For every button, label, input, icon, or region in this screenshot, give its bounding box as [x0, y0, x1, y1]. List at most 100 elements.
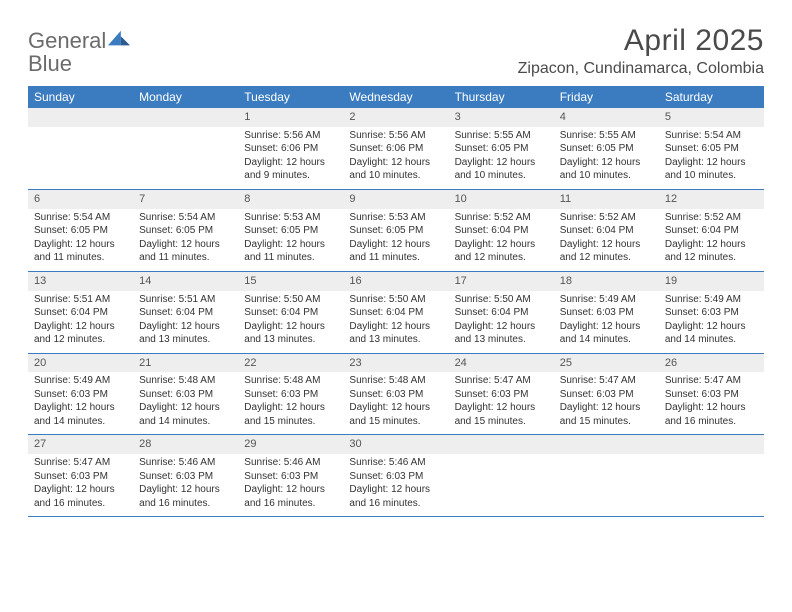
day-body: Sunrise: 5:53 AMSunset: 6:05 PMDaylight:… [343, 209, 448, 271]
sunrise-line: Sunrise: 5:47 AM [34, 456, 127, 470]
day-body: Sunrise: 5:50 AMSunset: 6:04 PMDaylight:… [343, 291, 448, 353]
daylight-line: Daylight: 12 hours and 11 minutes. [139, 238, 232, 265]
day-number: 22 [238, 354, 343, 373]
sunrise-line: Sunrise: 5:49 AM [34, 374, 127, 388]
sunset-line: Sunset: 6:03 PM [665, 306, 758, 320]
sunset-line: Sunset: 6:03 PM [244, 388, 337, 402]
day-number [659, 435, 764, 454]
day-number: 21 [133, 354, 238, 373]
sunset-line: Sunset: 6:03 PM [34, 470, 127, 484]
day-cell: 9Sunrise: 5:53 AMSunset: 6:05 PMDaylight… [343, 190, 448, 271]
sunset-line: Sunset: 6:04 PM [34, 306, 127, 320]
day-cell [133, 108, 238, 189]
day-cell: 20Sunrise: 5:49 AMSunset: 6:03 PMDayligh… [28, 354, 133, 435]
day-body: Sunrise: 5:47 AMSunset: 6:03 PMDaylight:… [28, 454, 133, 516]
sunrise-line: Sunrise: 5:47 AM [665, 374, 758, 388]
daylight-line: Daylight: 12 hours and 13 minutes. [455, 320, 548, 347]
day-body: Sunrise: 5:47 AMSunset: 6:03 PMDaylight:… [659, 372, 764, 434]
daylight-line: Daylight: 12 hours and 15 minutes. [244, 401, 337, 428]
sunrise-line: Sunrise: 5:52 AM [455, 211, 548, 225]
day-cell: 30Sunrise: 5:46 AMSunset: 6:03 PMDayligh… [343, 435, 448, 516]
day-cell [28, 108, 133, 189]
sunset-line: Sunset: 6:03 PM [139, 388, 232, 402]
header: General Blue April 2025 Zipacon, Cundina… [28, 24, 764, 78]
daylight-line: Daylight: 12 hours and 16 minutes. [665, 401, 758, 428]
week-row: 1Sunrise: 5:56 AMSunset: 6:06 PMDaylight… [28, 108, 764, 190]
day-number: 14 [133, 272, 238, 291]
week-row: 20Sunrise: 5:49 AMSunset: 6:03 PMDayligh… [28, 354, 764, 436]
daylight-line: Daylight: 12 hours and 11 minutes. [349, 238, 442, 265]
daylight-line: Daylight: 12 hours and 14 minutes. [34, 401, 127, 428]
day-number: 23 [343, 354, 448, 373]
sunset-line: Sunset: 6:03 PM [560, 306, 653, 320]
day-body: Sunrise: 5:47 AMSunset: 6:03 PMDaylight:… [554, 372, 659, 434]
sunset-line: Sunset: 6:03 PM [560, 388, 653, 402]
day-cell: 22Sunrise: 5:48 AMSunset: 6:03 PMDayligh… [238, 354, 343, 435]
day-number: 29 [238, 435, 343, 454]
day-body: Sunrise: 5:47 AMSunset: 6:03 PMDaylight:… [449, 372, 554, 434]
dow-cell: Saturday [659, 86, 764, 108]
daylight-line: Daylight: 12 hours and 13 minutes. [244, 320, 337, 347]
day-body: Sunrise: 5:54 AMSunset: 6:05 PMDaylight:… [659, 127, 764, 189]
day-cell: 18Sunrise: 5:49 AMSunset: 6:03 PMDayligh… [554, 272, 659, 353]
sunrise-line: Sunrise: 5:50 AM [349, 293, 442, 307]
daylight-line: Daylight: 12 hours and 10 minutes. [349, 156, 442, 183]
week-row: 27Sunrise: 5:47 AMSunset: 6:03 PMDayligh… [28, 435, 764, 517]
sunset-line: Sunset: 6:03 PM [349, 470, 442, 484]
sunrise-line: Sunrise: 5:53 AM [244, 211, 337, 225]
page: General Blue April 2025 Zipacon, Cundina… [0, 0, 792, 541]
day-body: Sunrise: 5:48 AMSunset: 6:03 PMDaylight:… [133, 372, 238, 434]
sunrise-line: Sunrise: 5:51 AM [34, 293, 127, 307]
daylight-line: Daylight: 12 hours and 16 minutes. [139, 483, 232, 510]
day-cell: 25Sunrise: 5:47 AMSunset: 6:03 PMDayligh… [554, 354, 659, 435]
sunrise-line: Sunrise: 5:46 AM [244, 456, 337, 470]
day-cell: 7Sunrise: 5:54 AMSunset: 6:05 PMDaylight… [133, 190, 238, 271]
dow-cell: Thursday [449, 86, 554, 108]
sunrise-line: Sunrise: 5:48 AM [349, 374, 442, 388]
sunset-line: Sunset: 6:04 PM [349, 306, 442, 320]
sunrise-line: Sunrise: 5:50 AM [244, 293, 337, 307]
day-number [449, 435, 554, 454]
daylight-line: Daylight: 12 hours and 15 minutes. [560, 401, 653, 428]
day-cell: 16Sunrise: 5:50 AMSunset: 6:04 PMDayligh… [343, 272, 448, 353]
day-number: 30 [343, 435, 448, 454]
sunset-line: Sunset: 6:04 PM [560, 224, 653, 238]
day-cell: 13Sunrise: 5:51 AMSunset: 6:04 PMDayligh… [28, 272, 133, 353]
day-number: 26 [659, 354, 764, 373]
sunrise-line: Sunrise: 5:49 AM [560, 293, 653, 307]
sunset-line: Sunset: 6:03 PM [455, 388, 548, 402]
sunrise-line: Sunrise: 5:47 AM [560, 374, 653, 388]
day-number: 7 [133, 190, 238, 209]
day-number: 15 [238, 272, 343, 291]
day-body: Sunrise: 5:53 AMSunset: 6:05 PMDaylight:… [238, 209, 343, 271]
logo-part2: Blue [28, 51, 72, 76]
day-body: Sunrise: 5:49 AMSunset: 6:03 PMDaylight:… [659, 291, 764, 353]
sunrise-line: Sunrise: 5:52 AM [665, 211, 758, 225]
day-number: 3 [449, 108, 554, 127]
day-cell: 4Sunrise: 5:55 AMSunset: 6:05 PMDaylight… [554, 108, 659, 189]
sunrise-line: Sunrise: 5:51 AM [139, 293, 232, 307]
daylight-line: Daylight: 12 hours and 12 minutes. [560, 238, 653, 265]
dow-cell: Wednesday [343, 86, 448, 108]
day-cell: 14Sunrise: 5:51 AMSunset: 6:04 PMDayligh… [133, 272, 238, 353]
sunrise-line: Sunrise: 5:56 AM [349, 129, 442, 143]
day-body: Sunrise: 5:51 AMSunset: 6:04 PMDaylight:… [133, 291, 238, 353]
sunset-line: Sunset: 6:04 PM [455, 306, 548, 320]
day-cell: 8Sunrise: 5:53 AMSunset: 6:05 PMDaylight… [238, 190, 343, 271]
day-number: 9 [343, 190, 448, 209]
sunrise-line: Sunrise: 5:48 AM [244, 374, 337, 388]
calendar: SundayMondayTuesdayWednesdayThursdayFrid… [28, 86, 764, 517]
daylight-line: Daylight: 12 hours and 14 minutes. [560, 320, 653, 347]
week-row: 6Sunrise: 5:54 AMSunset: 6:05 PMDaylight… [28, 190, 764, 272]
day-cell: 19Sunrise: 5:49 AMSunset: 6:03 PMDayligh… [659, 272, 764, 353]
day-cell: 2Sunrise: 5:56 AMSunset: 6:06 PMDaylight… [343, 108, 448, 189]
sunset-line: Sunset: 6:03 PM [139, 470, 232, 484]
day-number: 16 [343, 272, 448, 291]
daylight-line: Daylight: 12 hours and 10 minutes. [455, 156, 548, 183]
sunset-line: Sunset: 6:05 PM [349, 224, 442, 238]
day-body: Sunrise: 5:55 AMSunset: 6:05 PMDaylight:… [449, 127, 554, 189]
sunset-line: Sunset: 6:04 PM [665, 224, 758, 238]
day-body: Sunrise: 5:56 AMSunset: 6:06 PMDaylight:… [238, 127, 343, 189]
sunrise-line: Sunrise: 5:48 AM [139, 374, 232, 388]
sunrise-line: Sunrise: 5:50 AM [455, 293, 548, 307]
